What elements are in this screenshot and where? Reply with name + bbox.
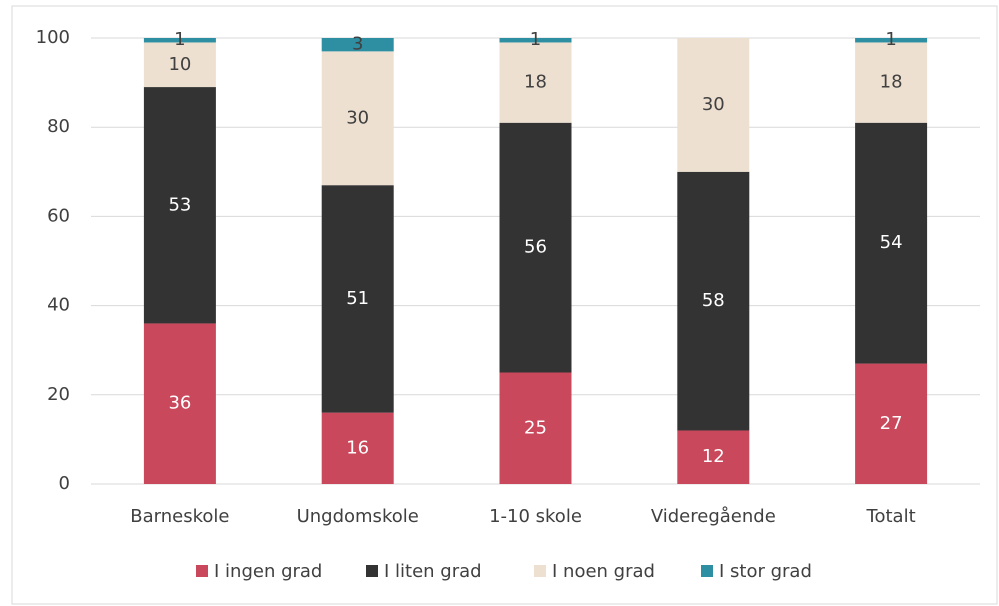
y-tick-label: 20 <box>47 384 70 405</box>
bar-segment <box>677 38 750 172</box>
y-tick-label: 40 <box>47 295 70 316</box>
data-label: 16 <box>346 437 369 458</box>
bar-segment <box>677 430 750 484</box>
legend-label: I noen grad <box>552 561 655 582</box>
bar-segment <box>855 42 928 123</box>
data-label: 56 <box>524 237 547 258</box>
y-tick-label: 60 <box>47 205 70 226</box>
bar-segment <box>321 38 394 52</box>
bar-segment <box>499 42 572 123</box>
bar-segment <box>321 185 394 413</box>
x-tick-label: 1-10 skole <box>489 506 582 527</box>
bar-segment <box>321 51 394 186</box>
data-label: 27 <box>880 413 903 434</box>
data-label: 58 <box>702 290 725 311</box>
bar-segment <box>855 363 928 484</box>
legend-label: I liten grad <box>384 561 482 582</box>
data-label: 36 <box>168 393 191 414</box>
bar-segment <box>855 122 928 364</box>
data-label: 1 <box>530 29 541 50</box>
legend-label: I ingen grad <box>214 561 322 582</box>
data-label: 53 <box>168 194 191 215</box>
legend-swatch <box>196 565 208 577</box>
data-label: 1 <box>174 29 185 50</box>
legend-swatch <box>701 565 713 577</box>
data-label: 12 <box>702 446 725 467</box>
data-label: 30 <box>346 107 369 128</box>
y-tick-label: 80 <box>47 116 70 137</box>
data-label: 30 <box>702 94 725 115</box>
bar-segment <box>499 122 572 373</box>
data-label: 54 <box>880 232 903 253</box>
x-tick-label: Ungdomskole <box>297 506 419 527</box>
data-label: 18 <box>524 72 547 93</box>
bar-segment <box>855 38 928 43</box>
bar-segment <box>321 412 394 484</box>
data-label: 51 <box>346 288 369 309</box>
bar-segment <box>143 87 216 324</box>
x-tick-label: Barneskole <box>130 506 229 527</box>
bar-segment <box>499 372 572 484</box>
data-label: 25 <box>524 417 547 438</box>
bar-segment <box>143 323 216 484</box>
legend-swatch <box>366 565 378 577</box>
y-tick-label: 0 <box>59 473 70 494</box>
bar-segment <box>677 171 750 431</box>
x-tick-label: Videregående <box>651 506 776 527</box>
data-label: 1 <box>885 29 896 50</box>
data-label: 10 <box>168 54 191 75</box>
data-label: 3 <box>352 34 363 55</box>
y-tick-label: 100 <box>36 27 70 48</box>
legend-label: I stor grad <box>719 561 812 582</box>
legend-swatch <box>534 565 546 577</box>
bar-segment <box>499 38 572 43</box>
data-label: 18 <box>880 72 903 93</box>
bar-segment <box>143 42 216 88</box>
bar-segment <box>143 38 216 43</box>
x-tick-label: Totalt <box>866 506 916 527</box>
